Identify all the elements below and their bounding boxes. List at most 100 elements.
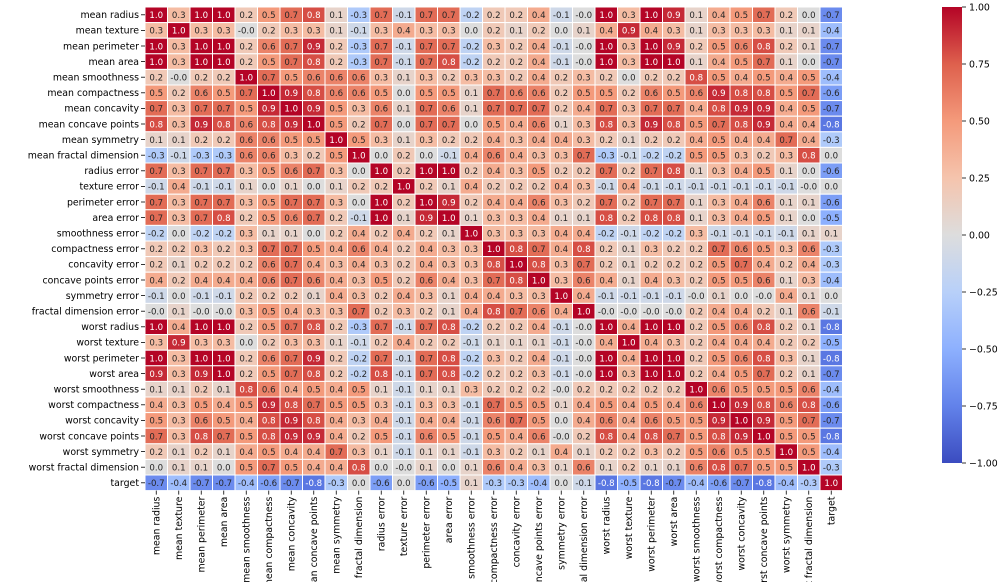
cell-annotation: -0.2	[463, 370, 480, 380]
cell-annotation: 0.2	[329, 42, 343, 52]
cell-annotation: -0.1	[148, 292, 165, 302]
cell-annotation: 0.0	[442, 464, 456, 474]
cell-annotation: 0.8	[307, 11, 321, 21]
cell-annotation: 0.0	[802, 214, 816, 224]
cell-annotation: 0.1	[509, 339, 523, 349]
cell-annotation: 0.5	[734, 448, 748, 458]
cell-annotation: 0.7	[284, 276, 298, 286]
cell-annotation: 0.9	[307, 42, 321, 52]
cell-annotation: 0.4	[734, 136, 748, 146]
cell-annotation: 0.9	[262, 105, 276, 115]
cell-annotation: 0.1	[419, 386, 433, 396]
cell-annotation: 0.7	[419, 354, 433, 364]
cell-annotation: -0.7	[823, 417, 840, 427]
cell-annotation: 0.3	[464, 245, 478, 255]
cell-annotation: 0.3	[464, 261, 478, 271]
cell-annotation: 0.7	[284, 42, 298, 52]
cell-annotation: 0.3	[487, 230, 501, 240]
cell-annotation: 0.2	[667, 386, 681, 396]
colorbar-tick-label: −0.25	[969, 287, 998, 298]
cell-annotation: 0.9	[757, 105, 771, 115]
cell-annotation: 0.4	[509, 152, 523, 162]
cell-annotation: 0.1	[172, 308, 186, 318]
y-tick-label: worst symmetry	[63, 447, 140, 458]
cell-annotation: 0.7	[284, 245, 298, 255]
cell-annotation: 0.3	[239, 167, 253, 177]
cell-annotation: 0.7	[149, 198, 163, 208]
cell-annotation: 0.4	[194, 276, 208, 286]
cell-annotation: 0.1	[622, 261, 636, 271]
cell-annotation: -0.3	[350, 58, 367, 68]
cell-annotation: 0.8	[599, 432, 613, 442]
cell-annotation: -0.3	[823, 261, 840, 271]
cell-annotation: 0.2	[352, 120, 366, 130]
cell-annotation: -0.0	[575, 58, 592, 68]
cell-annotation: 0.7	[667, 432, 681, 442]
cell-annotation: 0.2	[689, 276, 703, 286]
cell-annotation: 0.7	[532, 245, 546, 255]
cell-annotation: 0.3	[509, 214, 523, 224]
cell-annotation: 0.5	[307, 245, 321, 255]
cell-annotation: 0.2	[172, 276, 186, 286]
cell-annotation: 0.3	[352, 448, 366, 458]
cell-annotation: -0.1	[395, 417, 412, 427]
cell-annotation: 0.4	[779, 120, 793, 130]
cell-annotation: 0.3	[509, 230, 523, 240]
cell-annotation: 0.6	[577, 464, 591, 474]
cell-annotation: -0.1	[665, 292, 682, 302]
cell-annotation: 0.2	[757, 152, 771, 162]
cell-annotation: -0.3	[823, 136, 840, 146]
colorbar-tick-label: −0.75	[969, 401, 998, 412]
cell-annotation: 0.6	[712, 386, 726, 396]
cell-annotation: 0.5	[667, 89, 681, 99]
cell-annotation: 1.0	[374, 214, 388, 224]
cell-annotation: 0.3	[239, 308, 253, 318]
cell-annotation: 0.7	[419, 42, 433, 52]
cell-annotation: 0.3	[374, 261, 388, 271]
cell-annotation: 0.6	[509, 89, 523, 99]
cell-annotation: 0.1	[554, 120, 568, 130]
cell-annotation: 0.5	[374, 89, 388, 99]
y-tick-label: worst perimeter	[64, 353, 139, 364]
cell-annotation: 0.2	[149, 245, 163, 255]
cell-annotation: 1.0	[419, 167, 433, 177]
cell-annotation: 0.1	[689, 198, 703, 208]
cell-annotation: 0.6	[532, 89, 546, 99]
cell-annotation: 0.8	[689, 74, 703, 84]
cell-annotation: -0.1	[778, 183, 795, 193]
cell-annotation: 0.5	[734, 58, 748, 68]
x-tick-label: worst symmetry	[782, 496, 793, 573]
cell-annotation: 0.2	[419, 339, 433, 349]
x-tick-label: mean symmetry	[332, 496, 343, 574]
cell-annotation: 0.6	[644, 89, 658, 99]
cell-annotation: 0.4	[464, 292, 478, 302]
x-tick-label: mean compactness	[264, 496, 275, 582]
cell-annotation: 0.7	[194, 214, 208, 224]
cell-annotation: -0.3	[215, 152, 232, 162]
cell-annotation: 0.5	[712, 276, 726, 286]
cell-annotation: 0.4	[149, 276, 163, 286]
cell-annotation: -0.1	[193, 292, 210, 302]
cell-annotation: 1.0	[217, 11, 231, 21]
x-tick-label: mean texture	[174, 496, 185, 560]
cell-annotation: 0.1	[374, 386, 388, 396]
cell-annotation: 1.0	[644, 354, 658, 364]
x-tick-labels: mean radius mean texture mean perimeter mea…	[152, 490, 838, 582]
cell-annotation: 0.7	[442, 11, 456, 21]
cell-annotation: 0.6	[599, 417, 613, 427]
cell-annotation: 0.4	[712, 11, 726, 21]
cell-annotation: 0.2	[352, 183, 366, 193]
cell-annotation: 0.7	[509, 417, 523, 427]
cell-annotation: 0.5	[329, 152, 343, 162]
cell-annotation: 0.4	[532, 354, 546, 364]
cell-annotation: 0.6	[419, 432, 433, 442]
cell-annotation: 0.5	[374, 276, 388, 286]
cell-annotation: -0.0	[238, 27, 255, 37]
cell-annotation: 0.4	[802, 136, 816, 146]
cell-annotation: 0.2	[644, 261, 658, 271]
cell-annotation: 0.7	[262, 74, 276, 84]
cell-annotation: 0.1	[464, 464, 478, 474]
colorbar-tick-label: 1.00	[969, 2, 990, 13]
cell-annotation: -0.1	[778, 230, 795, 240]
cell-annotation: -0.3	[823, 464, 840, 474]
